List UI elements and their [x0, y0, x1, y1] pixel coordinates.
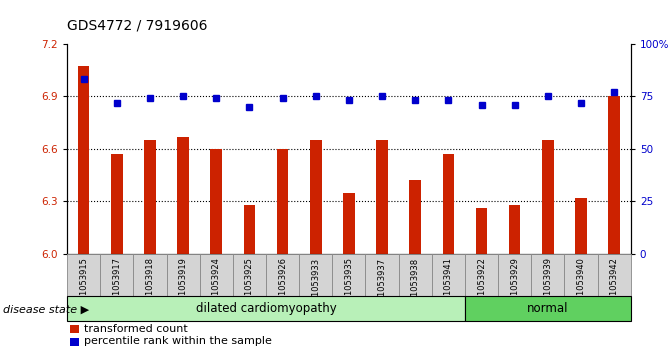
Text: GSM1053919: GSM1053919 [178, 257, 188, 313]
Bar [211, 149, 222, 254]
Text: GSM1053941: GSM1053941 [444, 257, 453, 313]
Bar [432, 254, 465, 296]
Bar [465, 254, 498, 296]
Text: GSM1053942: GSM1053942 [610, 257, 619, 313]
Text: disease state ▶: disease state ▶ [3, 304, 89, 314]
Bar [67, 254, 100, 296]
Bar [575, 198, 587, 254]
Bar [233, 254, 266, 296]
Text: GSM1053926: GSM1053926 [278, 257, 287, 313]
Bar [78, 66, 89, 254]
Bar [343, 193, 355, 254]
Bar [531, 254, 564, 296]
Bar [111, 154, 123, 254]
Text: GSM1053918: GSM1053918 [146, 257, 154, 313]
Bar [409, 180, 421, 254]
Bar [476, 208, 487, 254]
Bar [166, 254, 200, 296]
Text: GDS4772 / 7919606: GDS4772 / 7919606 [67, 19, 207, 33]
Text: percentile rank within the sample: percentile rank within the sample [77, 336, 272, 346]
Text: GSM1053939: GSM1053939 [544, 257, 552, 313]
Text: GSM1053937: GSM1053937 [378, 257, 386, 314]
Bar [465, 296, 631, 321]
Bar [266, 254, 299, 296]
Bar [277, 149, 289, 254]
Bar [542, 140, 554, 254]
Bar [244, 205, 255, 254]
Bar [366, 254, 399, 296]
Bar [200, 254, 233, 296]
Text: GSM1053924: GSM1053924 [212, 257, 221, 313]
Text: GSM1053925: GSM1053925 [245, 257, 254, 313]
Bar [177, 136, 189, 254]
Text: GSM1053915: GSM1053915 [79, 257, 88, 313]
Bar [564, 254, 598, 296]
Bar [144, 140, 156, 254]
Bar [598, 254, 631, 296]
Bar [299, 254, 332, 296]
Text: dilated cardiomyopathy: dilated cardiomyopathy [196, 302, 336, 315]
Text: GSM1053917: GSM1053917 [112, 257, 121, 313]
Text: normal: normal [527, 302, 568, 315]
Bar [376, 140, 388, 254]
Bar [100, 254, 134, 296]
Text: GSM1053938: GSM1053938 [411, 257, 420, 314]
Bar [498, 254, 531, 296]
Bar [609, 96, 620, 254]
Bar [399, 254, 432, 296]
Bar [310, 140, 321, 254]
Text: transformed count: transformed count [77, 323, 188, 334]
Bar [332, 254, 366, 296]
Text: GSM1053929: GSM1053929 [510, 257, 519, 313]
Bar [134, 254, 166, 296]
Text: GSM1053935: GSM1053935 [344, 257, 354, 313]
Bar [67, 296, 465, 321]
Text: GSM1053933: GSM1053933 [311, 257, 320, 314]
Text: GSM1053922: GSM1053922 [477, 257, 486, 313]
Bar [443, 154, 454, 254]
Text: GSM1053940: GSM1053940 [576, 257, 586, 313]
Bar [509, 205, 521, 254]
